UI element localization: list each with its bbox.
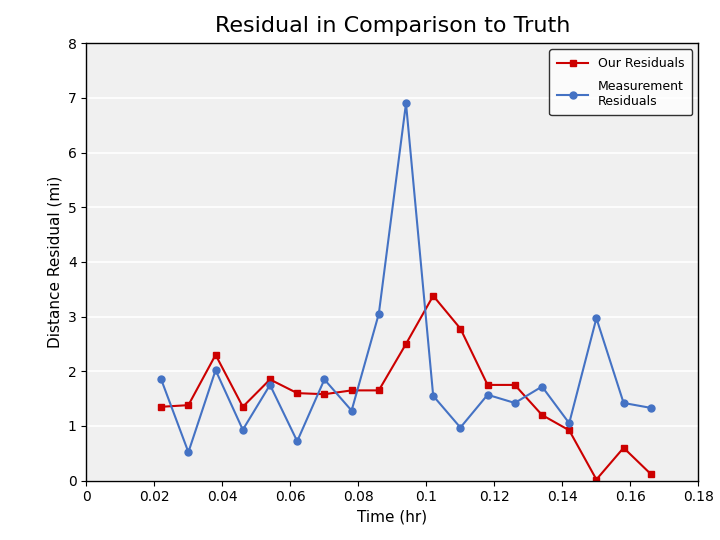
Measurement
Residuals	[184, 449, 193, 455]
Our Residuals	[565, 427, 574, 434]
X-axis label: Time (hr): Time (hr)	[357, 510, 428, 525]
Measurement
Residuals	[266, 382, 274, 388]
Measurement
Residuals	[483, 392, 492, 398]
Measurement
Residuals	[565, 420, 574, 427]
Our Residuals	[538, 411, 546, 418]
Our Residuals	[293, 390, 302, 396]
Measurement
Residuals	[429, 393, 438, 399]
Measurement
Residuals	[402, 100, 410, 106]
Our Residuals	[211, 352, 220, 358]
Measurement
Residuals	[211, 367, 220, 373]
Our Residuals	[429, 293, 438, 299]
Our Residuals	[184, 402, 193, 408]
Our Residuals	[157, 403, 166, 410]
Measurement
Residuals	[320, 376, 329, 383]
Our Residuals	[320, 391, 329, 397]
Our Residuals	[238, 403, 247, 410]
Y-axis label: Distance Residual (mi): Distance Residual (mi)	[48, 176, 62, 348]
Our Residuals	[619, 444, 628, 451]
Our Residuals	[510, 382, 519, 388]
Our Residuals	[347, 387, 356, 394]
Our Residuals	[266, 376, 274, 383]
Line: Measurement
Residuals: Measurement Residuals	[158, 100, 654, 456]
Measurement
Residuals	[456, 424, 464, 431]
Measurement
Residuals	[347, 407, 356, 414]
Title: Residual in Comparison to Truth: Residual in Comparison to Truth	[215, 16, 570, 36]
Our Residuals	[647, 471, 655, 477]
Line: Our Residuals: Our Residuals	[158, 292, 654, 483]
Our Residuals	[374, 387, 383, 394]
Our Residuals	[456, 326, 464, 332]
Measurement
Residuals	[510, 400, 519, 406]
Our Residuals	[402, 341, 410, 347]
Measurement
Residuals	[293, 438, 302, 444]
Measurement
Residuals	[374, 310, 383, 317]
Measurement
Residuals	[157, 376, 166, 383]
Measurement
Residuals	[619, 400, 628, 406]
Measurement
Residuals	[592, 315, 600, 321]
Measurement
Residuals	[238, 427, 247, 433]
Our Residuals	[592, 476, 600, 483]
Measurement
Residuals	[647, 404, 655, 411]
Legend: Our Residuals, Measurement
Residuals: Our Residuals, Measurement Residuals	[549, 50, 692, 116]
Measurement
Residuals	[538, 383, 546, 390]
Our Residuals	[483, 382, 492, 388]
